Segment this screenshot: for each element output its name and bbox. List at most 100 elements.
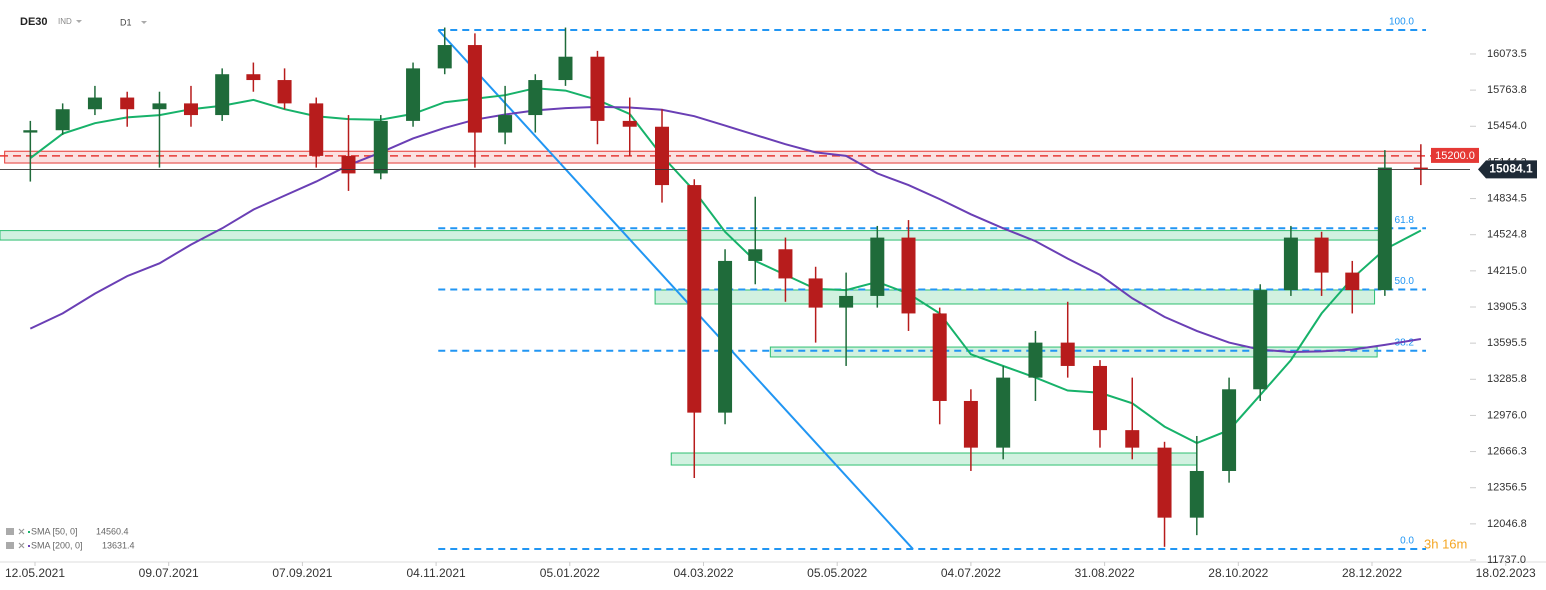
candle-body	[655, 126, 670, 186]
x-tick-label: 05.05.2022	[807, 566, 867, 580]
candle-body	[120, 97, 135, 110]
x-tick-label: 04.07.2022	[941, 566, 1001, 580]
candle-body	[901, 237, 916, 314]
y-tick-label: 15454.0	[1487, 120, 1527, 132]
x-tick-label: 05.01.2022	[540, 566, 600, 580]
y-tick-label: 13905.3	[1487, 301, 1527, 313]
candle-body	[1222, 389, 1237, 471]
y-tick-label: 12356.5	[1487, 482, 1527, 494]
y-tick-label: 12046.8	[1487, 518, 1527, 530]
axes: 11737.0 12046.8 12356.5 12666.3 12976.0 13285…	[5, 48, 1537, 580]
y-tick-label: 16073.5	[1487, 48, 1527, 60]
candle-body	[1189, 470, 1204, 518]
candle-body	[183, 103, 198, 116]
legend-icon	[6, 542, 14, 549]
legend-icon	[6, 528, 14, 535]
candle-body	[528, 80, 543, 116]
candle-body	[309, 103, 324, 156]
candle-body	[437, 45, 452, 69]
x-tick-label: 07.09.2021	[272, 566, 332, 580]
candle-body	[1253, 290, 1268, 390]
candle-body	[55, 109, 70, 131]
candle-body	[1377, 167, 1392, 291]
candle-body	[718, 260, 733, 413]
candle-body	[1413, 167, 1428, 170]
candle-body	[152, 103, 167, 110]
candle-body	[1314, 237, 1329, 273]
candle-body	[498, 115, 513, 133]
fib-label: 100.0	[1389, 17, 1414, 28]
candle-body	[373, 120, 388, 174]
resistance-tag-label: 15200.0	[1435, 150, 1475, 162]
x-tick-label: 04.11.2021	[407, 566, 466, 580]
candle-body	[622, 120, 637, 127]
candle-body	[748, 249, 763, 261]
candle-body	[687, 185, 702, 413]
fib-label: 61.8	[1395, 215, 1415, 226]
candle-body	[1028, 342, 1043, 378]
candle-body	[590, 56, 605, 121]
candle-body	[467, 45, 482, 133]
fib-label: 0.0	[1400, 536, 1414, 547]
candle-body	[808, 278, 823, 308]
candle-body	[963, 400, 978, 448]
candle-body	[996, 377, 1011, 448]
candle-body	[1125, 430, 1140, 448]
candle-body	[215, 74, 230, 116]
legend-value: 14560.4	[96, 526, 129, 536]
candle-body	[406, 68, 421, 121]
candle-body	[341, 155, 356, 174]
candle-body	[778, 249, 793, 279]
candle-body	[23, 130, 38, 133]
y-tick-label: 13595.5	[1487, 337, 1527, 349]
candle-body	[932, 313, 947, 401]
interval[interactable]: D1	[120, 17, 132, 27]
candle-body	[87, 97, 102, 110]
fib-label: 38.2	[1395, 337, 1415, 348]
y-tick-label: 14834.5	[1487, 192, 1527, 204]
last-price-tag	[1478, 160, 1537, 179]
sma-line	[29, 105, 1422, 354]
candle-body	[277, 80, 292, 104]
candle-body	[1157, 447, 1172, 518]
legend-close	[18, 528, 25, 535]
sma-line	[29, 87, 1422, 445]
trend-line	[437, 29, 914, 550]
symbol[interactable]: DE30	[20, 16, 48, 28]
fib-label: 50.0	[1395, 276, 1415, 287]
dropdown-arrow[interactable]	[76, 20, 82, 23]
candle-body	[246, 74, 261, 81]
plot-area: 100.0 61.8 50.0 38.2 0.0	[0, 17, 1470, 551]
x-tick-label: 28.10.2022	[1208, 566, 1268, 580]
y-tick-label: 12976.0	[1487, 409, 1527, 421]
instrument[interactable]: IND	[58, 17, 72, 26]
candle-body	[1283, 237, 1298, 291]
y-tick-label: 13285.8	[1487, 373, 1527, 385]
y-tick-label: 14215.0	[1487, 265, 1527, 277]
x-tick-label: 28.12.2022	[1342, 566, 1402, 580]
candle-body	[839, 295, 854, 308]
candle-body	[1345, 272, 1360, 291]
candle-body	[558, 56, 573, 81]
x-tick-label: 18.02.2023	[1476, 566, 1536, 580]
candle-body	[870, 237, 885, 296]
last-price-label: 15084.1	[1489, 162, 1533, 176]
y-tick-label: 14524.8	[1487, 229, 1527, 241]
legend-value: 13631.4	[102, 540, 135, 550]
resistance-tag	[1431, 147, 1479, 163]
legend-name: SMA [50, 0]	[31, 526, 78, 536]
y-tick-label: 11737.0	[1487, 554, 1526, 566]
y-tick-label: 12666.3	[1487, 445, 1527, 457]
support-zone	[670, 452, 1198, 466]
x-tick-label: 12.05.2021	[5, 566, 65, 580]
dropdown-arrow[interactable]	[141, 21, 147, 24]
legend-name: SMA [200, 0]	[31, 540, 83, 550]
candle-body	[1060, 342, 1075, 366]
x-tick-label: 31.08.2022	[1075, 566, 1135, 580]
x-tick-label: 04.03.2022	[673, 566, 733, 580]
y-tick-label: 15763.8	[1487, 84, 1527, 96]
x-tick-label: 09.07.2021	[139, 566, 199, 580]
candle-body	[1092, 365, 1107, 431]
